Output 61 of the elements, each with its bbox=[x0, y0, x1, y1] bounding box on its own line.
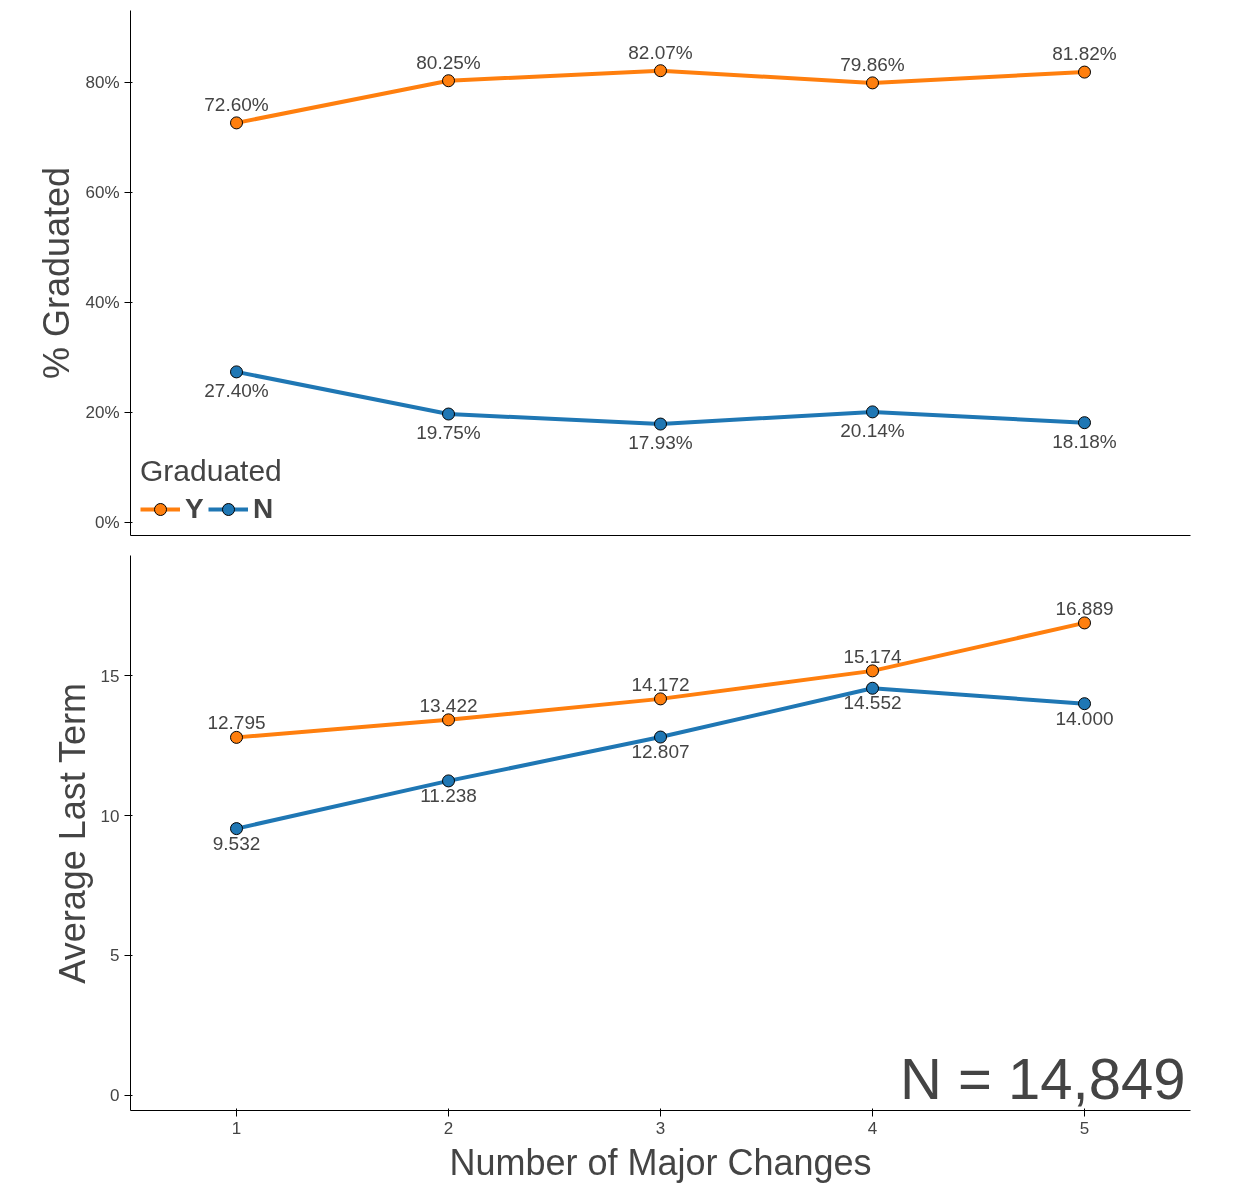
data-label: 19.75% bbox=[416, 422, 481, 444]
annotation: N = 14,849 bbox=[900, 1045, 1186, 1111]
y-tick-label: 15 bbox=[100, 666, 120, 686]
data-label: 14.552 bbox=[843, 692, 902, 714]
x-axis-title: Number of Major Changes bbox=[449, 1141, 872, 1183]
point bbox=[654, 417, 667, 431]
legend-label: N bbox=[253, 493, 274, 525]
point bbox=[442, 774, 455, 788]
data-label: 81.82% bbox=[1052, 43, 1117, 65]
data-label: 17.93% bbox=[628, 432, 693, 454]
y-tick-label: 0% bbox=[94, 513, 120, 533]
point bbox=[230, 822, 243, 836]
point bbox=[1078, 616, 1091, 630]
data-label: 27.40% bbox=[204, 379, 269, 401]
legend-label: Y bbox=[185, 493, 205, 525]
x-tick-label: 5 bbox=[1079, 1118, 1090, 1138]
data-label: 72.60% bbox=[204, 93, 269, 115]
point bbox=[654, 64, 667, 78]
data-label: 79.86% bbox=[840, 53, 905, 75]
y-tick-label: 80% bbox=[85, 72, 120, 92]
y-axis-title: % Graduated bbox=[36, 166, 78, 380]
y-axis-title: Average Last Term bbox=[51, 682, 93, 984]
point bbox=[866, 76, 879, 90]
data-label: 20.14% bbox=[840, 419, 905, 441]
point bbox=[230, 116, 243, 130]
point bbox=[866, 664, 879, 678]
data-label: 15.174 bbox=[843, 645, 902, 667]
data-label: 9.532 bbox=[212, 832, 261, 854]
data-label: 12.795 bbox=[207, 712, 266, 734]
x-tick-label: 3 bbox=[655, 1118, 666, 1138]
y-tick-label: 20% bbox=[85, 403, 120, 423]
legend-title: Graduated bbox=[140, 454, 282, 488]
data-label: 82.07% bbox=[628, 41, 693, 63]
x-tick-label: 2 bbox=[443, 1118, 454, 1138]
point bbox=[866, 681, 879, 695]
point bbox=[442, 74, 455, 88]
data-label: 11.238 bbox=[420, 784, 477, 806]
data-label: 14.000 bbox=[1055, 707, 1114, 729]
y-tick-label: 5 bbox=[110, 946, 120, 966]
data-label: 12.807 bbox=[631, 741, 690, 763]
data-label: 18.18% bbox=[1052, 430, 1117, 452]
x-tick-label: 1 bbox=[231, 1118, 242, 1138]
x-tick-label: 4 bbox=[867, 1118, 878, 1138]
point bbox=[442, 713, 455, 727]
point bbox=[230, 365, 243, 379]
y-tick-label: 0 bbox=[110, 1086, 120, 1106]
y-tick-label: 60% bbox=[85, 182, 120, 202]
point bbox=[654, 730, 667, 744]
y-tick-label: 40% bbox=[85, 292, 120, 312]
data-label: 16.889 bbox=[1055, 597, 1114, 619]
point bbox=[866, 405, 879, 419]
point bbox=[1078, 416, 1091, 430]
data-label: 13.422 bbox=[419, 694, 478, 716]
point bbox=[230, 730, 243, 744]
data-label: 14.172 bbox=[631, 673, 690, 695]
point bbox=[442, 407, 455, 421]
point bbox=[1078, 697, 1091, 711]
data-label: 80.25% bbox=[416, 51, 481, 73]
point bbox=[654, 692, 667, 706]
y-tick-label: 10 bbox=[100, 806, 120, 826]
point bbox=[1078, 65, 1091, 79]
